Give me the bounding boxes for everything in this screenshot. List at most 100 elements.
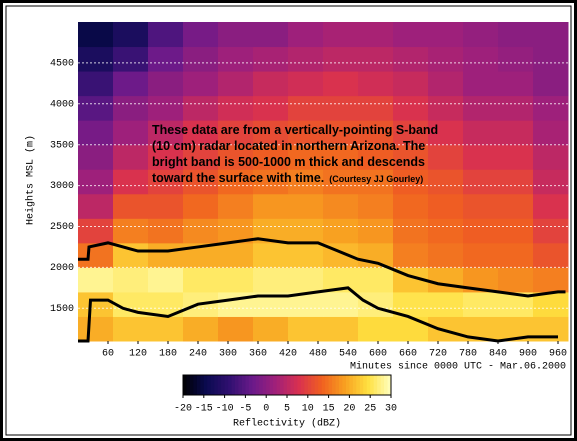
heatmap-cell — [463, 292, 499, 317]
x-axis-label: Minutes since 0000 UTC - Mar.06.2000 — [350, 361, 566, 373]
heatmap-cell — [428, 218, 464, 243]
heatmap-cell — [148, 22, 184, 47]
heatmap-cell — [358, 316, 394, 341]
heatmap-cell — [358, 292, 394, 317]
heatmap-cell — [463, 96, 499, 121]
heatmap-cell — [393, 218, 429, 243]
heatmap-cell — [358, 96, 394, 121]
colorbar-segment — [190, 375, 194, 395]
heatmap-cell — [463, 47, 499, 72]
heatmap-cell — [78, 267, 114, 292]
colorbar-segment — [252, 375, 256, 395]
heatmap-cell — [428, 316, 464, 341]
heatmap-cell — [428, 71, 464, 96]
heatmap-cell — [288, 316, 324, 341]
colorbar-segment — [297, 375, 301, 395]
colorbar-segment — [235, 375, 239, 395]
colorbar-segment — [332, 375, 336, 395]
colorbar-segment — [280, 375, 284, 395]
colorbar-segment — [336, 375, 340, 395]
colorbar-segment — [325, 375, 329, 395]
heatmap-cell — [533, 120, 569, 145]
colorbar-segment — [304, 375, 308, 395]
x-tick-label: 180 — [159, 349, 177, 360]
heatmap-cell — [323, 96, 359, 121]
chart: Heights MSL (m) Minutes since 0000 UTC -… — [0, 0, 577, 441]
heatmap-cell — [498, 120, 534, 145]
colorbar-segment — [301, 375, 305, 395]
heatmap-cell — [218, 194, 254, 219]
heatmap-cell — [78, 316, 114, 341]
heatmap-cell — [148, 47, 184, 72]
heatmap-cell — [148, 243, 184, 268]
colorbar-tick-label: 15 — [323, 404, 335, 415]
colorbar-segment — [270, 375, 274, 395]
colorbar-segment — [193, 375, 197, 395]
colorbar-segment — [204, 375, 208, 395]
colorbar-tick-label: 5 — [284, 404, 290, 415]
heatmap-cell — [183, 316, 219, 341]
heatmap-cell — [253, 316, 289, 341]
heatmap-cell — [113, 47, 149, 72]
colorbar-tick-label: 20 — [343, 404, 355, 415]
heatmap-cell — [253, 267, 289, 292]
colorbar-segment — [318, 375, 322, 395]
y-tick-label: 2500 — [50, 222, 74, 233]
heatmap-cell — [533, 194, 569, 219]
heatmap-cell — [428, 169, 464, 194]
heatmap-cell — [218, 316, 254, 341]
x-tick-label: 720 — [429, 349, 447, 360]
heatmap-cell — [428, 22, 464, 47]
heatmap-cell — [323, 194, 359, 219]
colorbar-segment — [249, 375, 253, 395]
heatmap-cell — [498, 96, 534, 121]
heatmap-cell — [218, 292, 254, 317]
colorbar-segment — [245, 375, 249, 395]
heatmap-cell — [253, 22, 289, 47]
colorbar-tick-label: -10 — [216, 404, 234, 415]
colorbar-segment — [322, 375, 326, 395]
heatmap-cell — [78, 96, 114, 121]
colorbar-tick-label: -20 — [174, 404, 192, 415]
y-axis-label: Heights MSL (m) — [25, 135, 37, 225]
heatmap-cell — [358, 22, 394, 47]
x-tick-label: 360 — [249, 349, 267, 360]
colorbar-segment — [211, 375, 215, 395]
heatmap-cell — [183, 96, 219, 121]
colorbar-segment — [214, 375, 218, 395]
heatmap-cell — [358, 47, 394, 72]
colorbar-segment — [225, 375, 229, 395]
heatmap-cell — [183, 71, 219, 96]
heatmap-cell — [533, 47, 569, 72]
colorbar-segment — [349, 375, 353, 395]
heatmap-cell — [393, 47, 429, 72]
x-tick-label: 540 — [339, 349, 357, 360]
heatmap-cell — [113, 194, 149, 219]
colorbar-tick-label: 0 — [263, 404, 269, 415]
heatmap-cell — [463, 169, 499, 194]
heatmap-cell — [533, 243, 569, 268]
heatmap-cell — [113, 96, 149, 121]
colorbar-segment — [308, 375, 312, 395]
heatmap-cell — [428, 96, 464, 121]
annotation-credit: (Courtesy JJ Gourley) — [329, 174, 423, 184]
heatmap-cell — [358, 194, 394, 219]
colorbar-segment — [374, 375, 378, 395]
x-tick-label: 780 — [459, 349, 477, 360]
heatmap-cell — [533, 169, 569, 194]
heatmap-cell — [323, 22, 359, 47]
x-tick-label: 420 — [279, 349, 297, 360]
colorbar-label: Reflectivity (dBZ) — [233, 418, 341, 430]
heatmap-cell — [323, 292, 359, 317]
heatmap-cell — [113, 218, 149, 243]
annotation-line: bright band is 500-1000 m thick and desc… — [152, 155, 425, 169]
heatmap-cell — [78, 22, 114, 47]
x-tick-label: 960 — [549, 349, 567, 360]
colorbar-segment — [259, 375, 263, 395]
y-tick-label: 4500 — [50, 59, 74, 70]
colorbar-tick-label: 25 — [364, 404, 376, 415]
colorbar-segment — [377, 375, 381, 395]
heatmap-cell — [148, 71, 184, 96]
heatmap-cell — [218, 243, 254, 268]
heatmap-cell — [533, 267, 569, 292]
